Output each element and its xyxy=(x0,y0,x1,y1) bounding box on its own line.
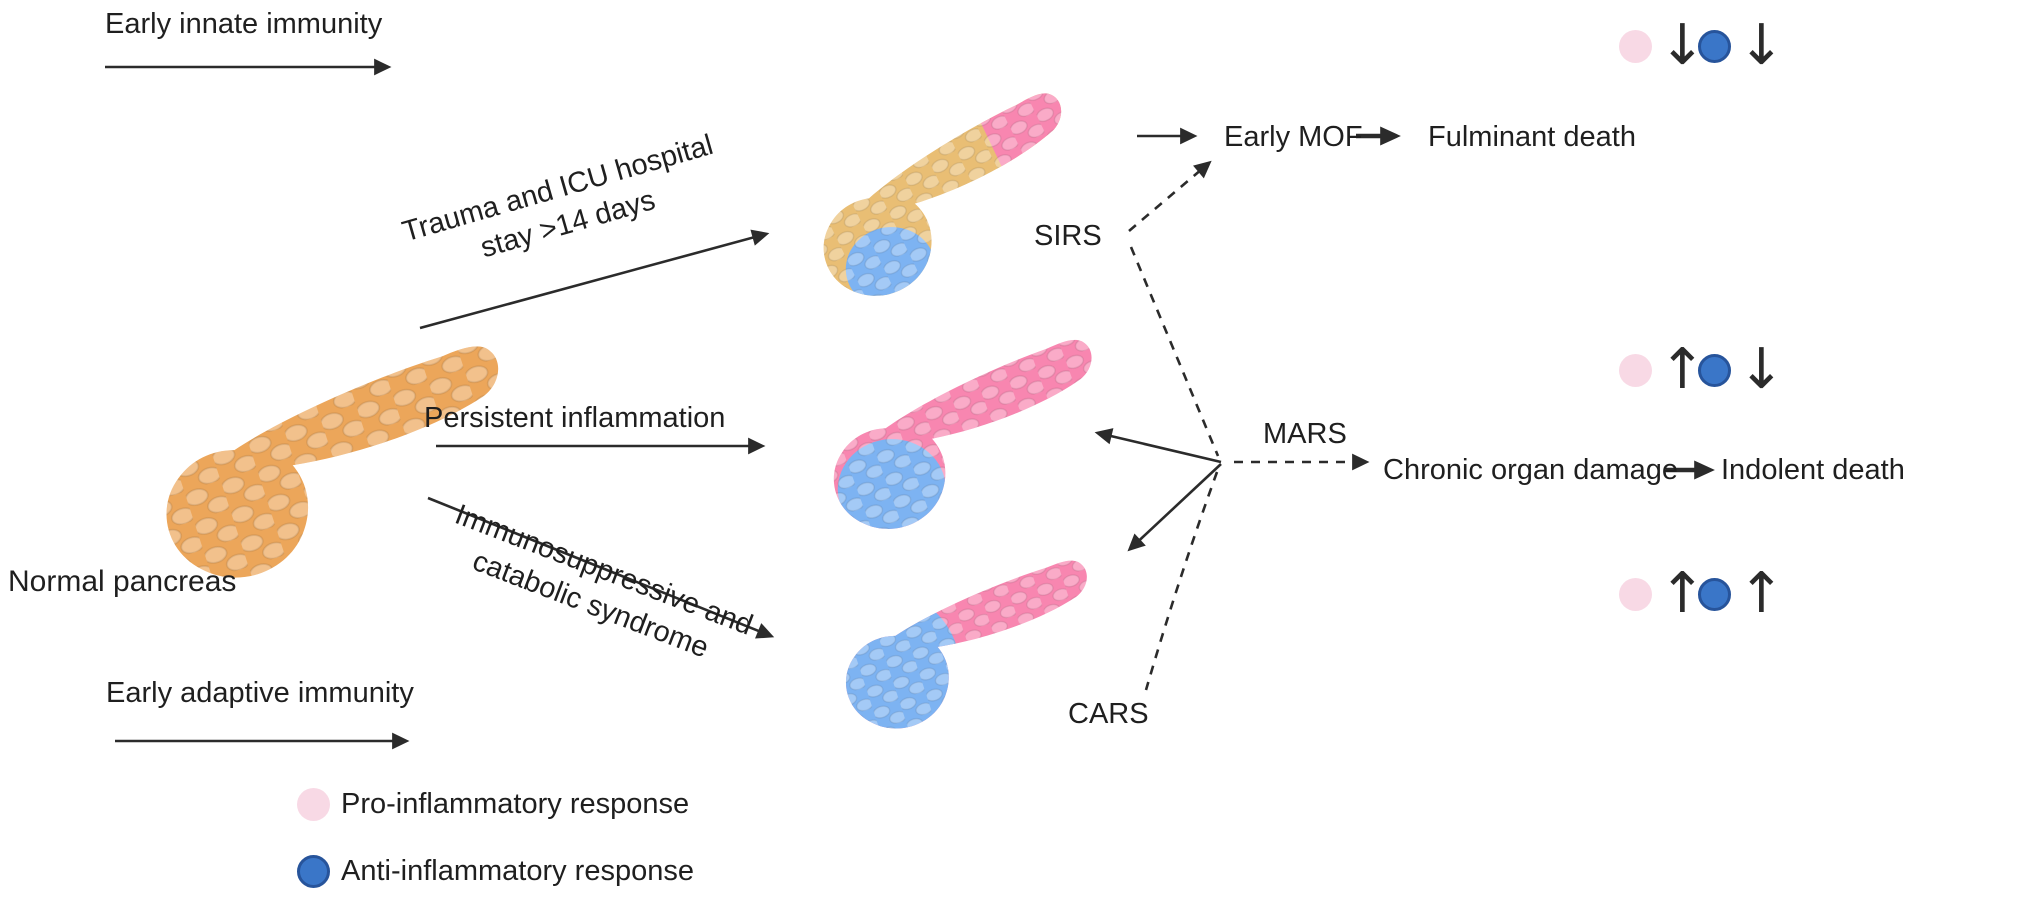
anti-inflammatory-dot xyxy=(1698,29,1731,63)
pro-level-arrow-icon: ↑ xyxy=(1659,561,1706,626)
pro-inflammatory-dot xyxy=(1619,29,1652,63)
label-early-mof: Early MOF xyxy=(1224,121,1363,153)
indicator-row-cars: ↑ ↑ xyxy=(1619,561,1785,626)
label-mars: MARS xyxy=(1263,418,1347,450)
pro-inflammatory-dot xyxy=(1619,577,1652,611)
label-chronic-organ-damage: Chronic organ damage xyxy=(1383,454,1679,486)
legend-label-anti: Anti-inflammatory response xyxy=(341,855,694,887)
label-persistent-inflammation: Persistent inflammation xyxy=(424,402,726,434)
legend-label-pro: Pro-inflammatory response xyxy=(341,788,690,820)
label-fulminant-death: Fulminant death xyxy=(1428,121,1636,153)
label-sirs: SIRS xyxy=(1034,220,1102,252)
label-indolent-death: Indolent death xyxy=(1721,454,1905,486)
dashed-sirs-to-early-mof xyxy=(1128,160,1212,232)
indicator-row-sirs: ↓ ↓ xyxy=(1619,13,1785,78)
pro-level-arrow-icon: ↓ xyxy=(1659,13,1706,78)
label-trauma-icu: Trauma and ICU hospital stay >14 days xyxy=(398,127,727,287)
label-early-adaptive-immunity: Early adaptive immunity xyxy=(106,677,414,709)
dashed-sirs-to-mars xyxy=(1129,246,1220,457)
label-normal-pancreas: Normal pancreas xyxy=(8,565,237,598)
pancreas-cars xyxy=(845,560,1087,729)
anti-inflammatory-dot xyxy=(297,855,330,888)
pro-inflammatory-dot xyxy=(297,788,330,821)
anti-level-arrow-icon: ↓ xyxy=(1738,337,1785,402)
dashed-mars-to-cars xyxy=(1144,471,1219,691)
arrow-mars-to-pancreas-upper xyxy=(1094,428,1222,464)
legend-item-anti: Anti-inflammatory response xyxy=(297,855,694,888)
anti-level-arrow-icon: ↓ xyxy=(1738,13,1785,78)
pancreas-normal xyxy=(166,346,499,578)
anti-level-arrow-icon: ↑ xyxy=(1738,561,1785,626)
pancreas-sirs xyxy=(806,91,1084,303)
label-cars: CARS xyxy=(1068,698,1149,730)
anti-inflammatory-dot xyxy=(1698,353,1731,387)
label-early-innate-immunity: Early innate immunity xyxy=(105,8,383,40)
anti-inflammatory-dot xyxy=(1698,577,1731,611)
arrow-mars-to-pancreas-lower xyxy=(1127,463,1222,552)
legend-item-pro: Pro-inflammatory response xyxy=(297,788,689,821)
pro-inflammatory-dot xyxy=(1619,353,1652,387)
pancreas-mars xyxy=(829,339,1098,531)
pro-level-arrow-icon: ↑ xyxy=(1659,337,1706,402)
indicator-row-mars: ↑ ↓ xyxy=(1619,337,1785,402)
